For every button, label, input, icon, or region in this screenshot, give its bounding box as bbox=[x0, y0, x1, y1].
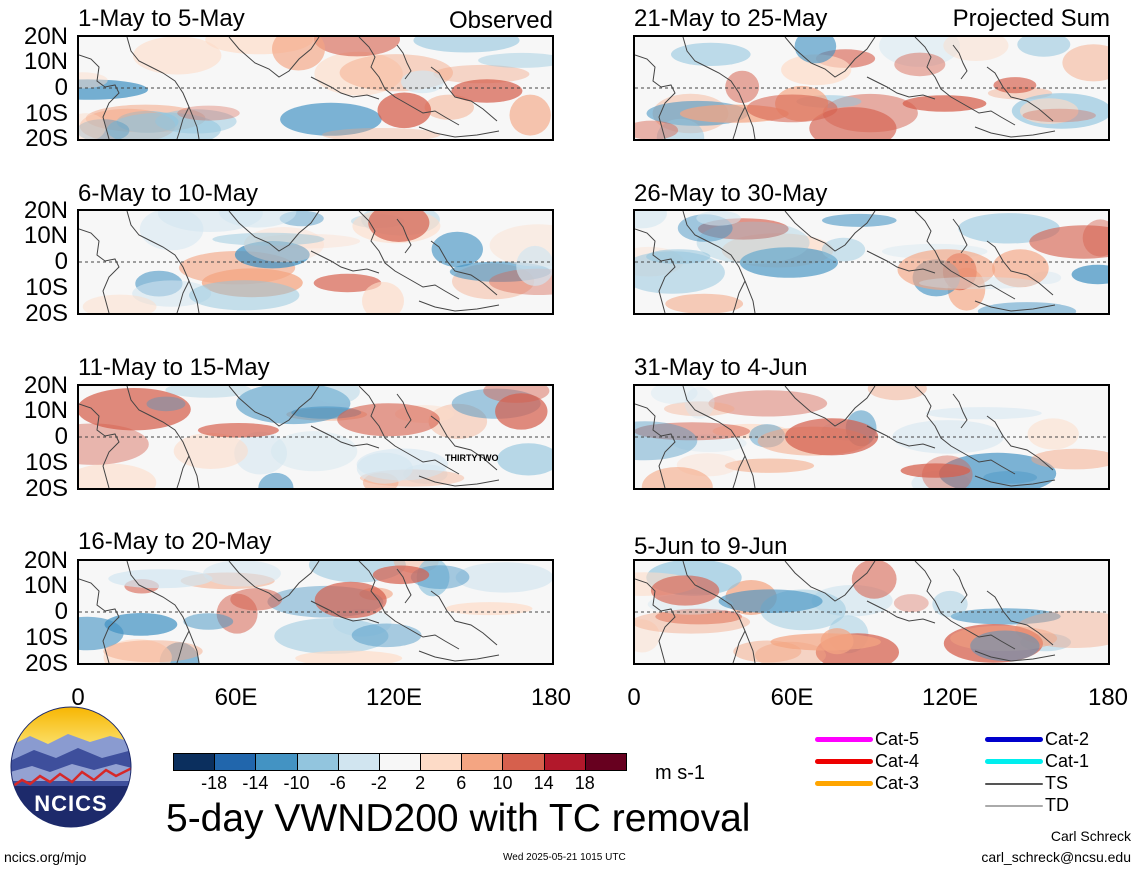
lat-label: 0 bbox=[54, 598, 68, 625]
legend-swatch bbox=[815, 781, 873, 786]
anomaly-map bbox=[77, 35, 554, 141]
legend-label: Cat-3 bbox=[875, 773, 920, 793]
legend-swatch bbox=[985, 759, 1043, 764]
colorbar-tick-label: 18 bbox=[574, 773, 595, 793]
storm-label: THIRTYTWO bbox=[445, 453, 499, 463]
lat-label: 20S bbox=[25, 650, 68, 677]
logo-emblem-icon bbox=[10, 706, 132, 828]
lat-label: 20N bbox=[23, 547, 68, 574]
legend-label: Cat-4 bbox=[875, 751, 920, 771]
anomaly-map: THIRTYTWO bbox=[77, 384, 554, 490]
lat-label: 20N bbox=[23, 372, 68, 399]
legend-label: Cat-1 bbox=[1045, 751, 1090, 771]
lon-label: 180 bbox=[1087, 684, 1129, 711]
lat-label: 20N bbox=[23, 197, 68, 224]
lon-label: 120E bbox=[921, 684, 979, 711]
panel-title: 16-May to 20-May bbox=[78, 528, 272, 555]
colorbar-swatch bbox=[502, 753, 545, 771]
footer-timestamp: Wed 2025-05-21 1015 UTC bbox=[503, 852, 626, 863]
panel-title: 1-May to 5-May bbox=[78, 5, 245, 32]
lon-label: 0 bbox=[71, 684, 85, 711]
panel-tag: Observed bbox=[448, 7, 553, 34]
lon-label: 60E bbox=[214, 684, 258, 711]
anomaly-map bbox=[633, 35, 1110, 141]
colorbar-swatch bbox=[255, 753, 298, 771]
lat-label: 10N bbox=[23, 397, 68, 424]
lat-label: 10N bbox=[23, 222, 68, 249]
lon-label: 0 bbox=[627, 684, 641, 711]
lat-label: 20N bbox=[23, 23, 68, 50]
colorbar-tick-label: 14 bbox=[533, 773, 554, 793]
legend-swatch bbox=[815, 759, 873, 764]
lat-label: 0 bbox=[54, 74, 68, 101]
lon-label: 60E bbox=[770, 684, 814, 711]
panel-title: 11-May to 15-May bbox=[78, 354, 270, 381]
colorbar-tick-label: -14 bbox=[242, 773, 269, 793]
lat-label: 10N bbox=[23, 572, 68, 599]
main-title: 5-day VWND200 with TC removal bbox=[166, 797, 751, 840]
colorbar-swatch bbox=[543, 753, 586, 771]
colorbar-swatch bbox=[296, 753, 339, 771]
colorbar-tick-label: 6 bbox=[456, 773, 467, 793]
colorbar-tick-label: 2 bbox=[415, 773, 426, 793]
lat-label: 0 bbox=[54, 423, 68, 450]
legend-label: TS bbox=[1045, 773, 1069, 793]
lat-label: 20S bbox=[25, 300, 68, 327]
lat-label: 20S bbox=[25, 475, 68, 502]
lat-label: 20S bbox=[25, 125, 68, 152]
lat-label: 10S bbox=[25, 624, 68, 651]
colorbar-tick-label: -2 bbox=[370, 773, 387, 793]
footer-email: carl_schreck@ncsu.edu bbox=[981, 849, 1131, 865]
lat-label: 10S bbox=[25, 449, 68, 476]
anomaly-map bbox=[77, 209, 554, 315]
legend-swatch bbox=[815, 737, 873, 742]
legend-label: Cat-5 bbox=[875, 729, 920, 749]
legend-swatch bbox=[985, 805, 1043, 807]
colorbar-swatch bbox=[420, 753, 463, 771]
anomaly-map bbox=[77, 559, 554, 665]
lat-label: 10S bbox=[25, 100, 68, 127]
anomaly-map bbox=[633, 559, 1110, 665]
colorbar-units: m s-1 bbox=[655, 762, 705, 784]
panel-title: 26-May to 30-May bbox=[634, 180, 828, 207]
legend-swatch bbox=[985, 737, 1043, 742]
colorbar-swatch bbox=[584, 753, 627, 771]
colorbar-tick-label: -10 bbox=[283, 773, 310, 793]
panel-title: 6-May to 10-May bbox=[78, 180, 259, 207]
logo-text: NCICS bbox=[34, 791, 108, 816]
anomaly-map bbox=[633, 384, 1110, 490]
panel-title: 31-May to 4-Jun bbox=[634, 354, 808, 381]
colorbar-swatch bbox=[461, 753, 504, 771]
anomaly-map bbox=[633, 209, 1110, 315]
footer-author: Carl Schreck bbox=[1050, 828, 1131, 844]
footer-url: ncics.org/mjo bbox=[4, 849, 87, 865]
ncics-logo: NCICS bbox=[10, 706, 132, 828]
panel-tag: Projected Sum bbox=[952, 5, 1110, 32]
colorbar-swatch bbox=[173, 753, 216, 771]
colorbar-tick-label: 10 bbox=[492, 773, 513, 793]
colorbar-swatch bbox=[214, 753, 257, 771]
lat-label: 10N bbox=[23, 48, 68, 75]
colorbar-swatch bbox=[337, 753, 380, 771]
colorbar-tick-label: -6 bbox=[329, 773, 346, 793]
lon-label: 180 bbox=[530, 684, 572, 711]
colorbar-swatch bbox=[378, 753, 422, 771]
lat-label: 0 bbox=[54, 248, 68, 275]
legend-label: Cat-2 bbox=[1045, 729, 1090, 749]
lon-label: 120E bbox=[365, 684, 423, 711]
panel-title: 21-May to 25-May bbox=[634, 5, 828, 32]
legend-label: TD bbox=[1045, 795, 1069, 815]
colorbar-tick-label: -18 bbox=[201, 773, 228, 793]
legend-swatch bbox=[985, 783, 1043, 785]
panel-title: 5-Jun to 9-Jun bbox=[634, 533, 788, 560]
lat-label: 10S bbox=[25, 274, 68, 301]
